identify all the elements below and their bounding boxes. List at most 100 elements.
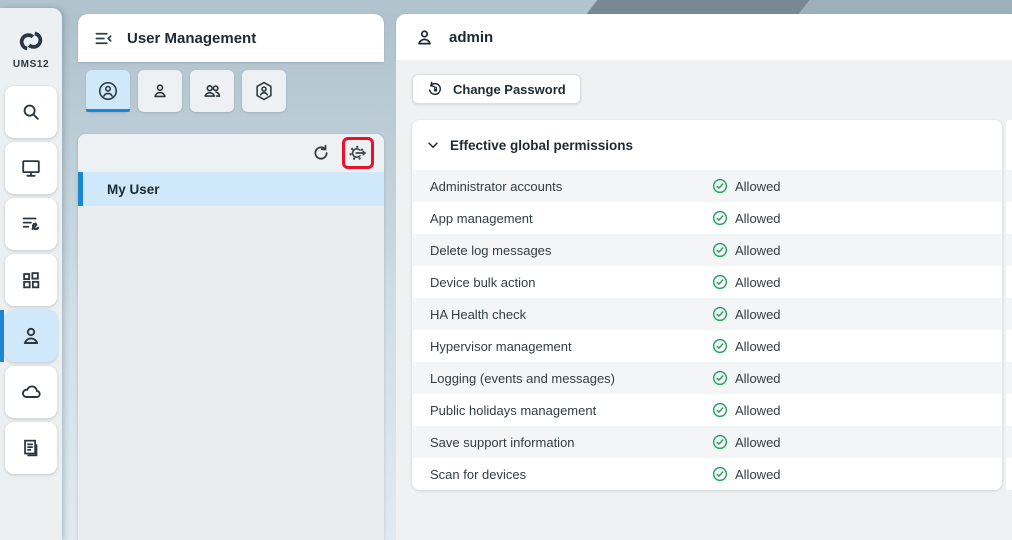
annotation-highlight-box	[342, 137, 374, 169]
monitor-icon	[20, 157, 42, 179]
top-decoration-band	[0, 0, 1012, 14]
permissions-section-header[interactable]: Effective global permissions	[412, 120, 1002, 170]
collapse-panel-icon[interactable]	[92, 27, 115, 50]
permission-status-text: Allowed	[735, 466, 781, 482]
sidebar-item-users[interactable]	[0, 310, 57, 362]
tree-item-my-user[interactable]: My User	[78, 172, 384, 206]
page-title: User Management	[127, 29, 257, 47]
permissions-card: Effective global permissions Administrat…	[412, 120, 1002, 490]
tab-user-groups[interactable]	[190, 70, 234, 112]
permission-row: Scan for devices Allowed	[412, 458, 1002, 490]
permission-status-text: Allowed	[735, 338, 781, 354]
permission-status-text: Allowed	[735, 210, 781, 226]
permission-row: Logging (events and messages) Allowed	[412, 362, 1002, 394]
admin-detail-header: admin	[396, 14, 1012, 60]
permission-status-text: Allowed	[735, 434, 781, 450]
sidebar-item-cloud[interactable]	[5, 366, 57, 418]
permission-row: Device bulk action Allowed	[412, 266, 1002, 298]
permission-label: App management	[430, 210, 533, 226]
permission-status: Allowed	[712, 466, 1002, 482]
permission-row: Delete log messages Allowed	[412, 234, 1002, 266]
permission-label: Save support information	[430, 434, 575, 450]
permission-label: HA Health check	[430, 306, 527, 322]
admin-detail-body: Change Password Effective global permiss…	[396, 60, 1012, 540]
tab-my-user[interactable]	[86, 70, 130, 112]
tree-item-label: My User	[107, 181, 160, 197]
user-icon	[19, 324, 43, 348]
permission-row: Hypervisor management Allowed	[412, 330, 1002, 362]
permission-row: Administrator accounts Allowed	[412, 170, 1002, 202]
check-circle-icon	[712, 306, 728, 322]
permission-row: Save support information Allowed	[412, 426, 1002, 458]
diagonal-stripe-dark	[581, 0, 815, 14]
change-password-button[interactable]: Change Password	[412, 74, 581, 104]
sidebar-item-configuration[interactable]	[5, 198, 57, 250]
permission-status: Allowed	[712, 306, 1002, 322]
permission-status: Allowed	[712, 338, 1002, 354]
permission-row: App management Allowed	[412, 202, 1002, 234]
document-icon	[20, 437, 42, 459]
user-circle-icon	[97, 80, 119, 102]
cut-off-panel-sliver	[1006, 120, 1012, 500]
permission-status: Allowed	[712, 274, 1002, 290]
permission-status: Allowed	[712, 242, 1002, 258]
reset-password-icon	[427, 81, 444, 98]
tab-roles[interactable]	[242, 70, 286, 112]
permission-status: Allowed	[712, 402, 1002, 418]
user-management-panel: User Management	[78, 14, 384, 540]
admin-detail-panel: admin Change Password	[396, 14, 1012, 540]
check-circle-icon	[712, 466, 728, 482]
refresh-icon[interactable]	[310, 142, 332, 164]
user-management-toolbar	[78, 134, 384, 172]
check-circle-icon	[712, 210, 728, 226]
sidebar-item-devices[interactable]	[5, 142, 57, 194]
permission-status-text: Allowed	[735, 274, 781, 290]
check-circle-icon	[712, 274, 728, 290]
tab-users[interactable]	[138, 70, 182, 112]
permission-label: Device bulk action	[430, 274, 536, 290]
igel-logo-icon	[16, 26, 46, 56]
change-password-label: Change Password	[453, 81, 566, 97]
logo-text: UMS12	[12, 59, 50, 70]
user-icon	[150, 81, 170, 101]
permission-label: Logging (events and messages)	[430, 370, 616, 386]
permission-label: Public holidays management	[430, 402, 597, 418]
permission-status-text: Allowed	[735, 306, 781, 322]
cloud-icon	[19, 380, 43, 404]
permission-label: Delete log messages	[430, 242, 552, 258]
check-circle-icon	[712, 178, 728, 194]
sidebar-item-apps[interactable]	[5, 254, 57, 306]
permissions-section-title: Effective global permissions	[450, 137, 634, 153]
permission-status-text: Allowed	[735, 370, 781, 386]
grid-icon	[20, 269, 42, 291]
check-circle-icon	[712, 338, 728, 354]
app-logo: UMS12	[0, 8, 62, 80]
permission-status: Allowed	[712, 178, 1002, 194]
check-circle-icon	[712, 370, 728, 386]
permissions-table: Administrator accounts Allowed App manag…	[412, 170, 1002, 490]
detail-title: admin	[449, 28, 494, 46]
chevron-down-icon	[426, 138, 440, 152]
permission-row: HA Health check Allowed	[412, 298, 1002, 330]
user-icon	[414, 27, 435, 48]
permission-label: Hypervisor management	[430, 338, 572, 354]
user-management-header: User Management	[78, 14, 384, 62]
permission-status-text: Allowed	[735, 402, 781, 418]
check-circle-icon	[712, 242, 728, 258]
app-sidebar: UMS12	[0, 8, 62, 540]
users-group-icon	[201, 80, 223, 102]
check-circle-icon	[712, 402, 728, 418]
permission-status: Allowed	[712, 210, 1002, 226]
permission-status: Allowed	[712, 434, 1002, 450]
wrench-list-icon	[20, 213, 42, 235]
sidebar-item-search[interactable]	[5, 86, 57, 138]
gear-arrow-icon[interactable]	[346, 141, 370, 165]
permission-status: Allowed	[712, 370, 1002, 386]
user-hexagon-icon	[253, 80, 275, 102]
sidebar-item-logs[interactable]	[5, 422, 57, 474]
permission-label: Scan for devices	[430, 466, 527, 482]
permission-status-text: Allowed	[735, 178, 781, 194]
permission-label: Administrator accounts	[430, 178, 563, 194]
user-management-content: My User	[78, 134, 384, 540]
permission-row: Public holidays management Allowed	[412, 394, 1002, 426]
